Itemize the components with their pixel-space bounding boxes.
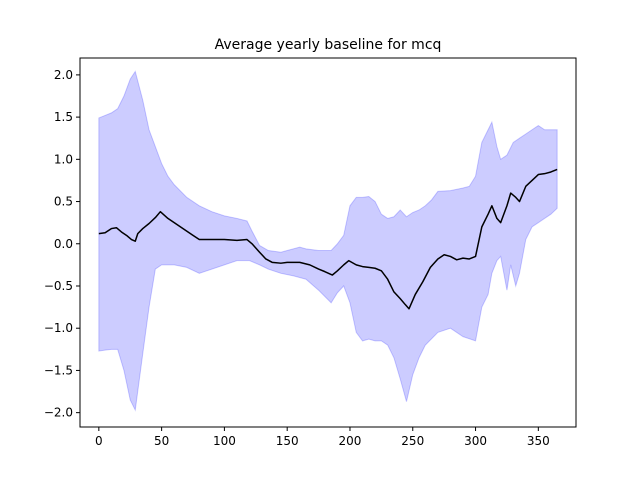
- confidence-band: [98, 70, 558, 412]
- y-tick-label: −1.0: [44, 321, 73, 335]
- x-tick-label: 250: [401, 434, 424, 448]
- y-tick-label: 1.5: [54, 110, 73, 124]
- axes-frame: [79, 57, 577, 428]
- chart-title: Average yearly baseline for mcq: [215, 37, 442, 53]
- y-tick-label: 2.0: [54, 68, 73, 82]
- x-tick-label: 300: [464, 434, 487, 448]
- y-tick-label: 1.0: [54, 152, 73, 166]
- y-tick-label: −1.5: [44, 363, 73, 377]
- y-tick-label: −0.5: [44, 279, 73, 293]
- x-tick-label: 350: [527, 434, 550, 448]
- y-tick-label: 0.0: [54, 237, 73, 251]
- series-line-0: [98, 168, 558, 310]
- y-tick-label: 0.5: [54, 195, 73, 209]
- x-tick-label: 150: [276, 434, 299, 448]
- x-tick-label: 100: [213, 434, 236, 448]
- x-tick-label: 0: [95, 434, 103, 448]
- plot-area: [98, 70, 558, 412]
- y-tick-label: −2.0: [44, 406, 73, 420]
- axis-ticks: 0 50 100 150 200 250 300 350 −2.0 −1.5 −1.0 −0.5 0.0…: [44, 68, 550, 448]
- x-tick-label: 50: [154, 434, 169, 448]
- x-tick-label: 200: [339, 434, 362, 448]
